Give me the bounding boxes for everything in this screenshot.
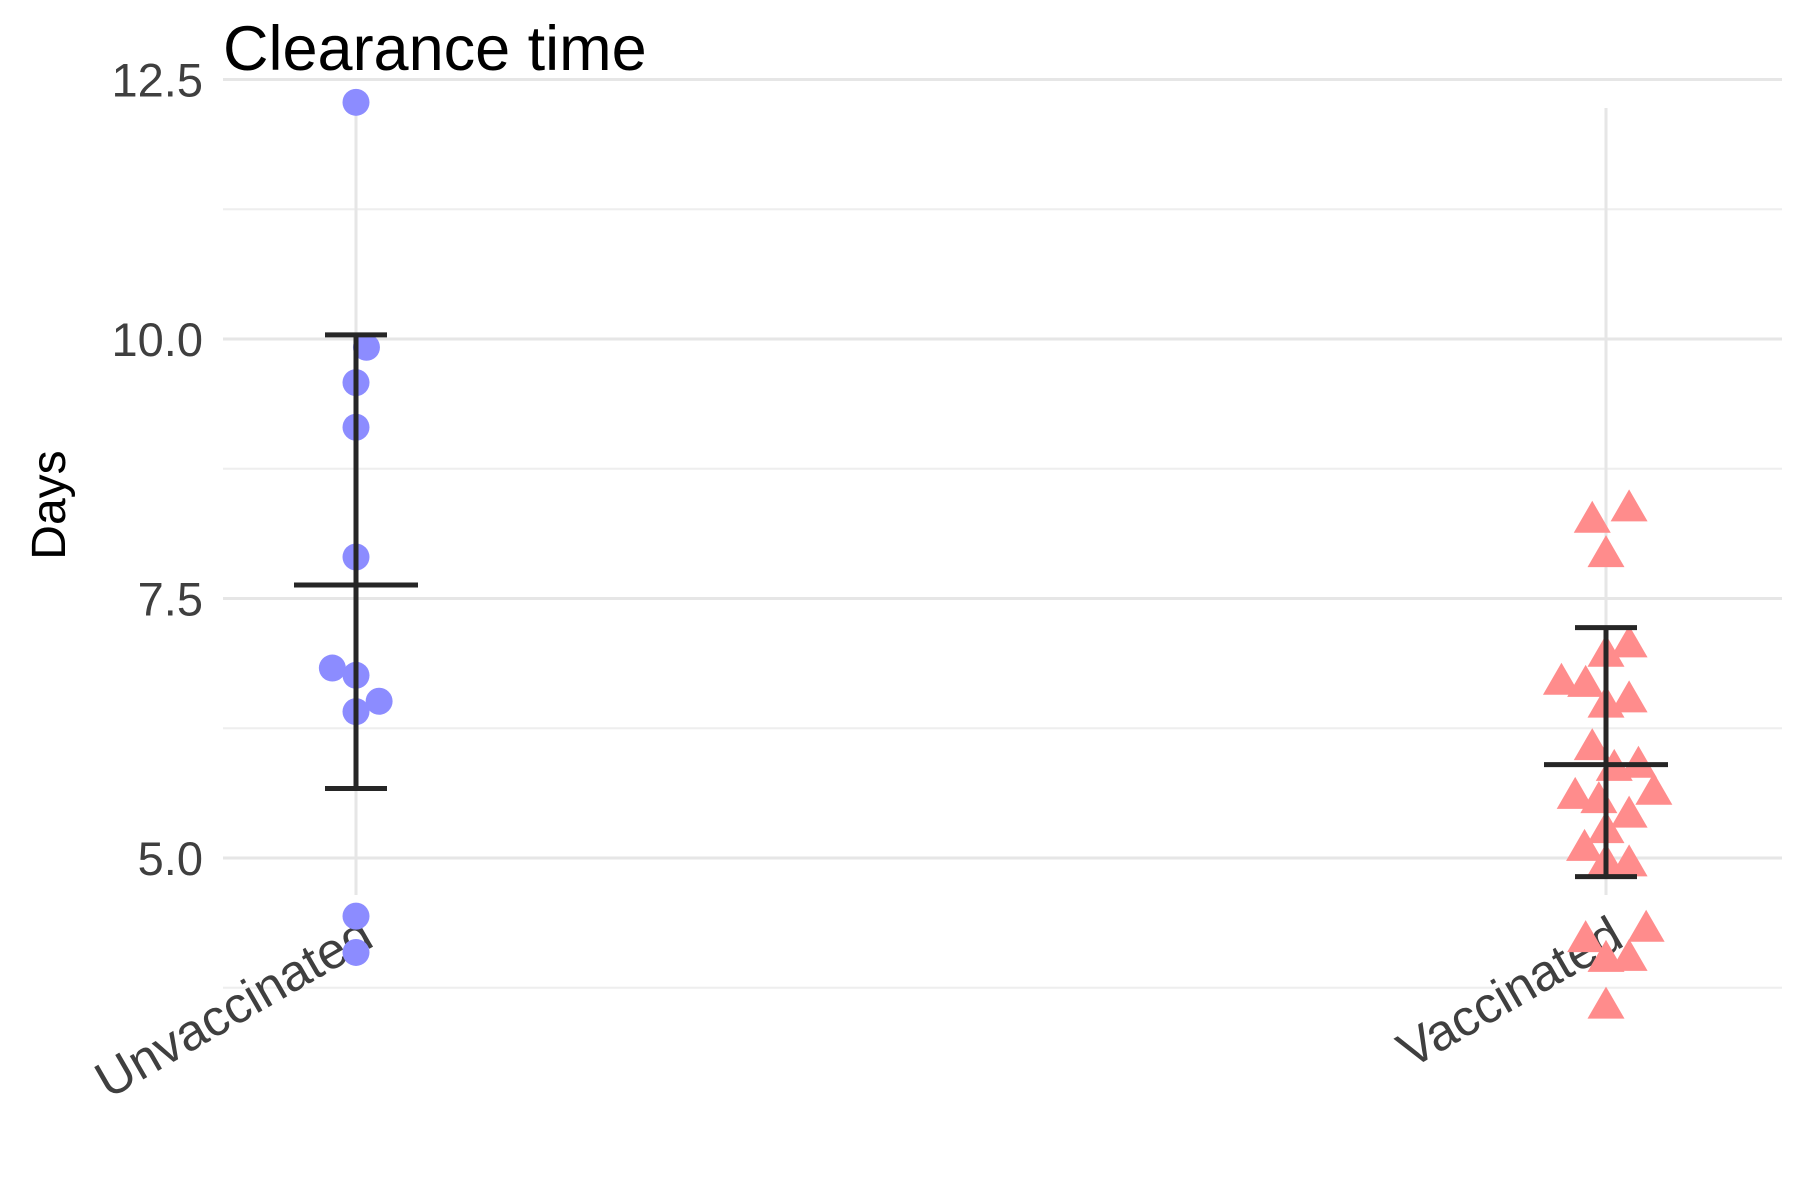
data-point: [1610, 489, 1648, 522]
data-point: [1635, 772, 1673, 805]
data-point: [1610, 625, 1648, 658]
data-point: [342, 88, 370, 116]
data-point: [318, 654, 346, 682]
y-tick-label: 12.5: [112, 54, 203, 107]
data-point: [1587, 986, 1625, 1019]
gridlines: [223, 78, 1782, 989]
data-points: [318, 88, 1673, 1019]
data-point: [1619, 745, 1657, 778]
data-point: [342, 938, 370, 966]
data-point: [1610, 795, 1648, 828]
data-point: [1587, 535, 1625, 568]
x-tick-labels: Unvaccinated Vaccinated: [85, 905, 1631, 1109]
data-point: [1567, 920, 1605, 953]
data-point: [352, 333, 380, 361]
y-tick-label: 7.5: [138, 573, 203, 626]
data-point: [342, 902, 370, 930]
data-point: [1627, 909, 1665, 942]
x-tick-label: Vaccinated: [1388, 905, 1632, 1079]
data-point: [1556, 776, 1594, 809]
data-point: [1573, 500, 1611, 533]
x-tick-label: Unvaccinated: [85, 905, 381, 1109]
data-point: [1610, 938, 1648, 971]
y-axis-label: Days: [23, 450, 76, 559]
data-point: [1610, 680, 1648, 713]
error-bars: [294, 332, 1668, 880]
data-point: [1573, 728, 1611, 761]
y-tick-label: 5.0: [138, 832, 203, 885]
data-point: [365, 687, 393, 715]
data-point: [1567, 664, 1605, 697]
data-point: [1542, 662, 1580, 695]
y-tick-label: 10.0: [112, 313, 203, 366]
data-point: [1566, 828, 1604, 861]
y-tick-labels: 5.0 7.5 10.0 12.5: [112, 54, 203, 886]
chart-title: Clearance time: [223, 14, 647, 84]
